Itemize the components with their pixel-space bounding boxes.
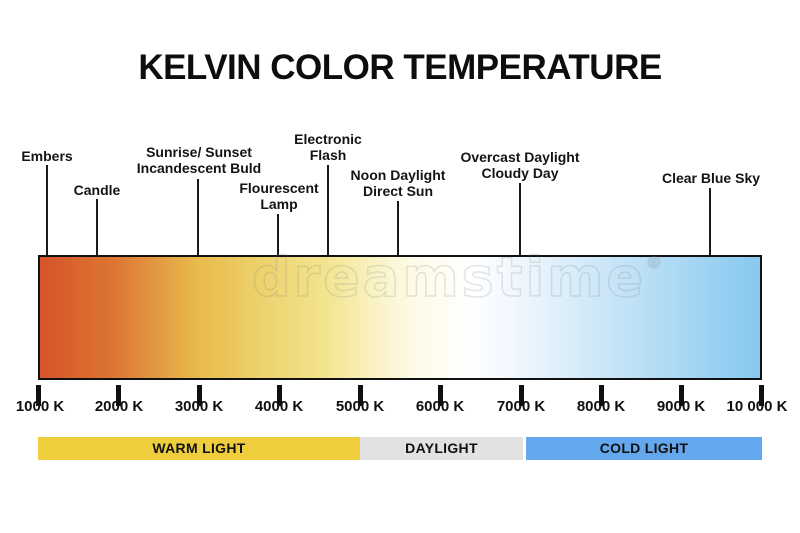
scale-label-10000k: 10 000 K <box>726 398 788 415</box>
marker-line-overcast-daylight <box>519 183 521 255</box>
marker-text: Cloudy Day <box>481 165 559 181</box>
band-cold-light: COLD LIGHT <box>526 437 762 460</box>
marker-text: Flourescent <box>239 180 319 196</box>
scale-tick-1000k <box>36 385 41 406</box>
marker-label-overcast-daylight: Overcast Daylight Cloudy Day <box>460 149 579 181</box>
band-warm-light: WARM LIGHT <box>38 437 360 460</box>
marker-line-embers <box>46 165 48 255</box>
scale-tick-10000k <box>759 385 764 406</box>
scale-label-2000k: 2000 K <box>94 398 144 415</box>
scale-label-9000k: 9000 K <box>656 398 706 415</box>
marker-text: Flash <box>309 147 347 163</box>
marker-text: Electronic <box>294 131 362 147</box>
marker-label-sunrise-sunset-incandescent: Sunrise/ Sunset Incandescent Buld <box>137 144 261 176</box>
marker-text: Embers <box>21 148 73 164</box>
marker-label-embers: Embers <box>21 148 72 164</box>
marker-text: Noon Daylight <box>350 167 446 183</box>
scale-label-4000k: 4000 K <box>254 398 304 415</box>
scale-tick-6000k <box>438 385 443 406</box>
scale-label-3000k: 3000 K <box>174 398 224 415</box>
marker-line-electronic-flash <box>327 165 329 255</box>
scale-tick-8000k <box>599 385 604 406</box>
scale-tick-5000k <box>358 385 363 406</box>
scale-tick-2000k <box>116 385 121 406</box>
marker-text: Sunrise/ Sunset <box>146 144 252 160</box>
scale-label-1000k: 1000 K <box>15 398 65 415</box>
kelvin-gradient-bar <box>38 255 762 380</box>
marker-line-flourescent-lamp <box>277 214 279 255</box>
marker-text: Incandescent Buld <box>136 160 262 176</box>
marker-text: Lamp <box>260 196 298 212</box>
scale-label-8000k: 8000 K <box>576 398 626 415</box>
page-title: KELVIN COLOR TEMPERATURE <box>138 48 662 87</box>
marker-text: Candle <box>73 182 121 198</box>
scale-tick-9000k <box>679 385 684 406</box>
scale-tick-3000k <box>197 385 202 406</box>
marker-label-clear-blue-sky: Clear Blue Sky <box>662 170 760 186</box>
scale-label-5000k: 5000 K <box>335 398 385 415</box>
marker-line-sunrise-sunset-incandescent <box>197 179 199 255</box>
marker-line-noon-daylight <box>397 201 399 255</box>
marker-text: Direct Sun <box>362 183 434 199</box>
scale-tick-7000k <box>519 385 524 406</box>
marker-label-flourescent-lamp: Flourescent Lamp <box>239 180 318 212</box>
band-daylight: DAYLIGHT <box>360 437 523 460</box>
marker-label-candle: Candle <box>74 182 121 198</box>
scale-label-6000k: 6000 K <box>415 398 465 415</box>
marker-line-clear-blue-sky <box>709 188 711 255</box>
marker-text: Overcast Daylight <box>460 149 580 165</box>
marker-line-candle <box>96 199 98 255</box>
marker-label-electronic-flash: Electronic Flash <box>294 131 362 163</box>
scale-label-7000k: 7000 K <box>496 398 546 415</box>
marker-label-noon-daylight: Noon Daylight Direct Sun <box>351 167 446 199</box>
marker-text: Clear Blue Sky <box>661 170 761 186</box>
scale-tick-4000k <box>277 385 282 406</box>
